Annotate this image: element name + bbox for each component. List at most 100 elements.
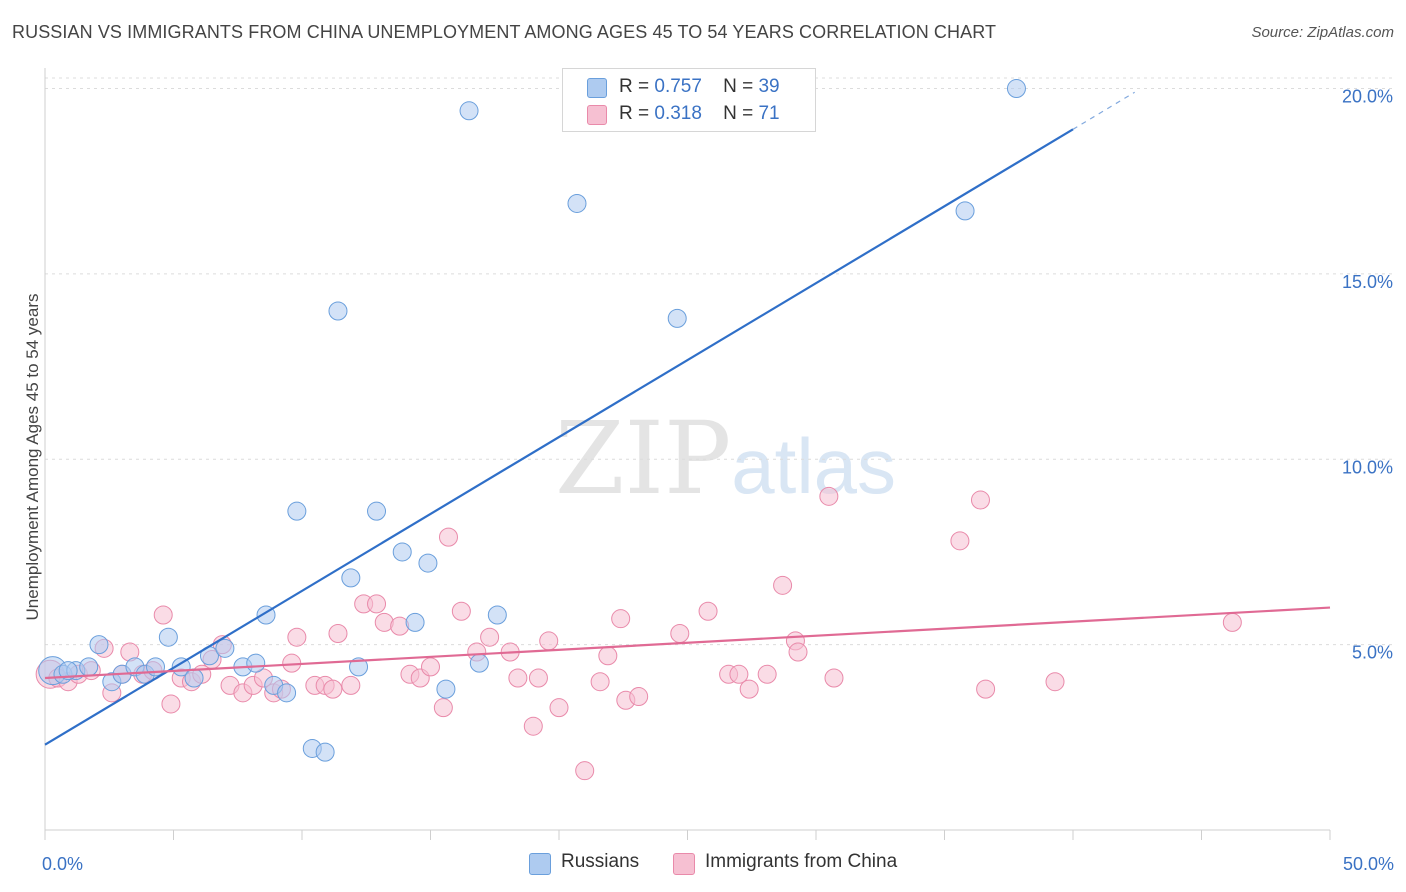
source-label: Source: ZipAtlas.com [1251, 24, 1394, 41]
china-point [698, 601, 718, 621]
russians-point [341, 568, 361, 588]
china-point [819, 486, 839, 506]
china-point [976, 679, 996, 699]
china-point [438, 527, 458, 547]
russians-point [277, 683, 297, 703]
china-point [153, 605, 173, 625]
russians-point [667, 308, 687, 328]
legend-n-label: N = [723, 103, 754, 124]
china-point [824, 668, 844, 688]
china-point [287, 627, 307, 647]
russians-point [436, 679, 456, 699]
label-layer: 5.0% 10.0% 15.0% 20.0% 0.0% 50.0% Unemployment… [23, 87, 1394, 874]
russian-points-layer [38, 79, 1026, 762]
russians-point [405, 612, 425, 632]
russians-trend-line [44, 128, 1074, 746]
axis-layer [44, 68, 1331, 840]
russians-point [328, 301, 348, 321]
russians-point [567, 193, 587, 213]
china-point [539, 631, 559, 651]
legend-swatch-china [587, 105, 607, 125]
russians-point [246, 653, 266, 673]
y-axis-label: Unemployment Among Ages 45 to 54 years [23, 294, 42, 621]
y-tick-label: 20.0% [1342, 87, 1393, 107]
china-point [341, 675, 361, 695]
bottom-legend-label-russians: Russians [561, 851, 640, 872]
china-point [433, 698, 453, 718]
bottom-legend-label-china: Immigrants from China [705, 851, 898, 872]
russians-point [184, 668, 204, 688]
china-point [421, 657, 440, 677]
china-point [629, 687, 649, 707]
china-point [739, 679, 759, 699]
legend-r-value-russians: 0.757 [654, 76, 702, 97]
china-point [611, 609, 631, 629]
x-tick-label: 0.0% [42, 854, 83, 874]
china-trend-line [44, 606, 1331, 680]
china-points-layer [35, 486, 1242, 781]
china-point [480, 627, 500, 647]
china-point [508, 668, 528, 688]
china-point [323, 679, 343, 699]
russians-point [79, 657, 99, 677]
russians-point [469, 653, 489, 673]
russians-point [367, 501, 387, 521]
china-point [575, 761, 595, 781]
russians-point [418, 553, 438, 573]
russians-point [392, 542, 412, 562]
russians-point [955, 201, 975, 221]
watermark-atlas: atlas [731, 422, 897, 510]
chart-title: RUSSIAN VS IMMIGRANTS FROM CHINA UNEMPLO… [12, 22, 997, 42]
china-point [757, 664, 777, 684]
y-tick-label: 15.0% [1342, 272, 1393, 292]
grid-layer [45, 77, 1392, 646]
legend-text-china: R = 0.318 N = 71 [619, 103, 780, 125]
russians-point [89, 635, 109, 655]
russians-point [349, 657, 369, 677]
legend-n-value-russians: 39 [758, 76, 780, 97]
china-point [367, 594, 387, 614]
legend-r-value-china: 0.318 [654, 103, 702, 124]
china-point [590, 672, 610, 692]
bottom-legend-swatch-china [673, 853, 695, 875]
russians-point [287, 501, 307, 521]
y-tick-label: 10.0% [1342, 457, 1393, 477]
china-point [1045, 672, 1065, 692]
russians-point [315, 742, 335, 762]
legend-r-label: R = [619, 76, 650, 97]
china-point [598, 646, 618, 666]
russians-point [487, 605, 507, 625]
china-point [773, 575, 793, 595]
china-point [523, 716, 543, 736]
russians-point [1006, 79, 1026, 99]
russians-trend-extension [1072, 91, 1135, 130]
china-point [950, 531, 970, 551]
trend-layer [44, 91, 1331, 746]
china-point [161, 694, 181, 714]
legend-text-russians: R = 0.757 N = 39 [619, 76, 780, 98]
watermark-zip: ZIP [555, 400, 732, 517]
china-point [451, 601, 471, 621]
china-point [970, 490, 990, 510]
china-point [1222, 612, 1242, 632]
china-point [729, 664, 749, 684]
china-point [788, 642, 808, 662]
russians-point [158, 627, 178, 647]
x-tick-label: 50.0% [1343, 854, 1394, 874]
russians-point [459, 101, 479, 121]
legend-n-value-china: 71 [758, 103, 780, 124]
y-tick-label: 5.0% [1352, 643, 1393, 663]
russians-point [215, 638, 235, 658]
legend-r-label: R = [619, 103, 650, 124]
russians-point [58, 661, 78, 681]
legend-swatch-russians [587, 78, 607, 98]
legend-n-label: N = [723, 76, 754, 97]
china-point [528, 668, 548, 688]
watermark: ZIPatlas [555, 400, 896, 517]
china-point [670, 624, 690, 644]
legend: R = 0.757 N = 39 R = 0.318 N = 71 [562, 68, 816, 132]
bottom-legend-swatch-russians [529, 853, 551, 875]
china-point [549, 698, 569, 718]
china-point [328, 624, 348, 644]
